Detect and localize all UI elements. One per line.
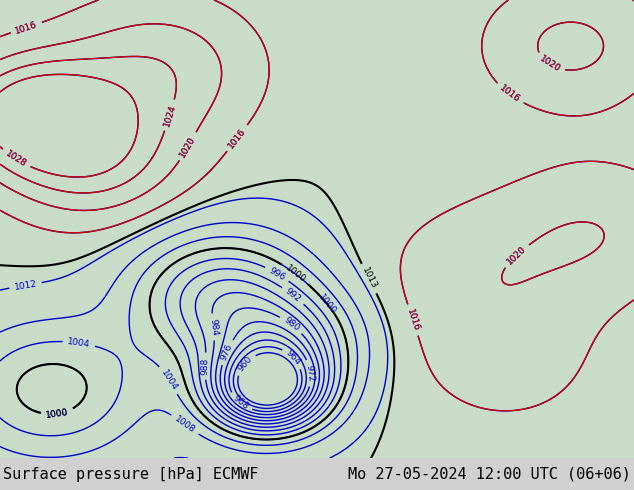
Text: 1016: 1016 — [405, 308, 421, 332]
Text: 1016: 1016 — [14, 20, 39, 35]
Text: 1004: 1004 — [67, 337, 91, 349]
Text: 1000: 1000 — [283, 264, 307, 285]
Text: 1016: 1016 — [227, 126, 248, 150]
Text: 984: 984 — [208, 318, 219, 336]
Text: 1028: 1028 — [4, 149, 28, 169]
Text: 1020: 1020 — [505, 245, 528, 267]
Text: 1000: 1000 — [46, 408, 69, 419]
Text: 1016: 1016 — [227, 126, 248, 150]
Text: 988: 988 — [201, 357, 210, 375]
Text: 1013: 1013 — [360, 266, 378, 291]
Text: 1020: 1020 — [505, 245, 528, 267]
Text: 1020: 1020 — [538, 54, 562, 74]
Text: 964: 964 — [284, 348, 302, 368]
Text: 1024: 1024 — [162, 103, 178, 127]
Text: 980: 980 — [281, 316, 301, 333]
Text: Mo 27-05-2024 12:00 UTC (06+06): Mo 27-05-2024 12:00 UTC (06+06) — [348, 466, 631, 482]
Text: 972: 972 — [305, 364, 316, 382]
Text: 992: 992 — [283, 287, 302, 304]
Text: 1020: 1020 — [178, 134, 198, 159]
Text: 1020: 1020 — [538, 54, 562, 74]
Text: 1016: 1016 — [498, 84, 522, 104]
Text: 1000: 1000 — [316, 292, 338, 316]
Text: 1012: 1012 — [13, 279, 37, 292]
Text: 1016: 1016 — [14, 20, 39, 35]
Text: 960: 960 — [236, 354, 254, 373]
Text: 1016: 1016 — [498, 84, 522, 104]
Text: 1020: 1020 — [178, 134, 198, 159]
Text: 968: 968 — [231, 394, 250, 412]
Text: 1008: 1008 — [173, 415, 197, 435]
Text: 1016: 1016 — [405, 308, 421, 332]
Text: 976: 976 — [219, 343, 235, 362]
Text: 1024: 1024 — [162, 103, 178, 127]
Text: 1000: 1000 — [46, 408, 69, 419]
Text: Surface pressure [hPa] ECMWF: Surface pressure [hPa] ECMWF — [3, 466, 259, 482]
Text: 996: 996 — [268, 266, 287, 282]
Text: 1004: 1004 — [159, 368, 179, 392]
Text: 1028: 1028 — [4, 149, 28, 169]
